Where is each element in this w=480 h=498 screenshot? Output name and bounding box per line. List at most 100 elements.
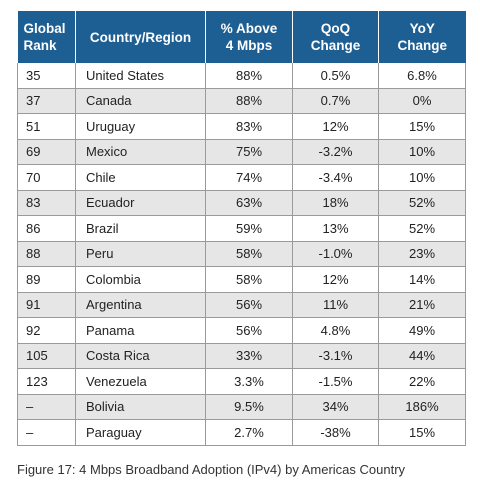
country-cell: Peru — [75, 241, 206, 267]
header-percent-above-4mbps: % Above 4 Mbps — [205, 11, 293, 63]
rank-cell: 35 — [17, 63, 76, 89]
adoption-table: Global Rank Country/Region % Above 4 Mbps … — [17, 11, 466, 446]
rank-cell: 83 — [17, 190, 76, 216]
table-row: 70 Chile 74% -3.4% 10% — [17, 164, 466, 191]
rank-cell: 70 — [17, 164, 76, 191]
percent-cell: 75% — [205, 139, 293, 165]
rank-cell: 37 — [17, 88, 76, 114]
qoq-cell: 12% — [292, 266, 379, 293]
country-cell: Argentina — [75, 292, 206, 318]
qoq-cell: 12% — [292, 113, 379, 140]
rank-cell: 86 — [17, 215, 76, 242]
figure-caption: Figure 17: 4 Mbps Broadband Adoption (IP… — [17, 462, 406, 477]
country-cell: Chile — [75, 164, 206, 191]
rank-cell: 51 — [17, 113, 76, 140]
qoq-cell: -38% — [292, 419, 379, 446]
country-cell: Uruguay — [75, 113, 206, 140]
country-cell: Paraguay — [75, 419, 206, 446]
percent-cell: 56% — [205, 292, 293, 318]
percent-cell: 88% — [205, 88, 293, 114]
percent-cell: 83% — [205, 113, 293, 140]
qoq-cell: 18% — [292, 190, 379, 216]
yoy-cell: 10% — [378, 164, 466, 191]
table-row: 92 Panama 56% 4.8% 49% — [17, 317, 466, 344]
qoq-cell: -3.2% — [292, 139, 379, 165]
yoy-cell: 0% — [378, 88, 466, 114]
table-row: 83 Ecuador 63% 18% 52% — [17, 190, 466, 216]
yoy-cell: 44% — [378, 343, 466, 369]
country-cell: United States — [75, 63, 206, 89]
qoq-cell: 34% — [292, 394, 379, 420]
percent-cell: 3.3% — [205, 368, 293, 395]
rank-cell: – — [17, 419, 76, 446]
yoy-cell: 21% — [378, 292, 466, 318]
qoq-cell: 0.5% — [292, 63, 379, 89]
rank-cell: 123 — [17, 368, 76, 395]
table-row: 35 United States 88% 0.5% 6.8% — [17, 63, 466, 89]
yoy-cell: 10% — [378, 139, 466, 165]
table-row: 89 Colombia 58% 12% 14% — [17, 266, 466, 293]
country-cell: Costa Rica — [75, 343, 206, 369]
header-global-rank: Global Rank — [17, 11, 76, 63]
percent-cell: 58% — [205, 241, 293, 267]
country-cell: Colombia — [75, 266, 206, 293]
rank-cell: 91 — [17, 292, 76, 318]
yoy-cell: 6.8% — [378, 63, 466, 89]
percent-cell: 33% — [205, 343, 293, 369]
percent-cell: 56% — [205, 317, 293, 344]
percent-cell: 59% — [205, 215, 293, 242]
country-cell: Ecuador — [75, 190, 206, 216]
qoq-cell: -1.0% — [292, 241, 379, 267]
percent-cell: 58% — [205, 266, 293, 293]
yoy-cell: 52% — [378, 190, 466, 216]
country-cell: Brazil — [75, 215, 206, 242]
table-row: 86 Brazil 59% 13% 52% — [17, 215, 466, 242]
qoq-cell: 4.8% — [292, 317, 379, 344]
qoq-cell: 13% — [292, 215, 379, 242]
header-yoy-change: YoY Change — [378, 11, 466, 63]
yoy-cell: 52% — [378, 215, 466, 242]
yoy-cell: 23% — [378, 241, 466, 267]
percent-cell: 2.7% — [205, 419, 293, 446]
yoy-cell: 15% — [378, 419, 466, 446]
percent-cell: 63% — [205, 190, 293, 216]
yoy-cell: 49% — [378, 317, 466, 344]
table-row: 91 Argentina 56% 11% 21% — [17, 292, 466, 318]
table-row: 51 Uruguay 83% 12% 15% — [17, 113, 466, 140]
table-row: 123 Venezuela 3.3% -1.5% 22% — [17, 368, 466, 395]
country-cell: Mexico — [75, 139, 206, 165]
country-cell: Venezuela — [75, 368, 206, 395]
rank-cell: 105 — [17, 343, 76, 369]
table-row: – Bolivia 9.5% 34% 186% — [17, 394, 466, 420]
qoq-cell: 11% — [292, 292, 379, 318]
rank-cell: 69 — [17, 139, 76, 165]
qoq-cell: -3.1% — [292, 343, 379, 369]
header-qoq-change: QoQ Change — [292, 11, 379, 63]
header-country-region: Country/Region — [75, 11, 206, 63]
table-header-row: Global Rank Country/Region % Above 4 Mbps … — [17, 11, 466, 63]
rank-cell: 88 — [17, 241, 76, 267]
percent-cell: 9.5% — [205, 394, 293, 420]
yoy-cell: 186% — [378, 394, 466, 420]
yoy-cell: 14% — [378, 266, 466, 293]
qoq-cell: -3.4% — [292, 164, 379, 191]
yoy-cell: 15% — [378, 113, 466, 140]
table-row: 105 Costa Rica 33% -3.1% 44% — [17, 343, 466, 369]
rank-cell: 89 — [17, 266, 76, 293]
adoption-table-container: Global Rank Country/Region % Above 4 Mbps … — [17, 11, 466, 446]
table-row: 69 Mexico 75% -3.2% 10% — [17, 139, 466, 165]
country-cell: Panama — [75, 317, 206, 344]
table-row: – Paraguay 2.7% -38% 15% — [17, 419, 466, 446]
table-body: 35 United States 88% 0.5% 6.8% 37 Canada 88% 0.7… — [17, 63, 466, 446]
country-cell: Canada — [75, 88, 206, 114]
table-row: 37 Canada 88% 0.7% 0% — [17, 88, 466, 114]
qoq-cell: 0.7% — [292, 88, 379, 114]
percent-cell: 74% — [205, 164, 293, 191]
rank-cell: 92 — [17, 317, 76, 344]
qoq-cell: -1.5% — [292, 368, 379, 395]
percent-cell: 88% — [205, 63, 293, 89]
table-row: 88 Peru 58% -1.0% 23% — [17, 241, 466, 267]
country-cell: Bolivia — [75, 394, 206, 420]
yoy-cell: 22% — [378, 368, 466, 395]
rank-cell: – — [17, 394, 76, 420]
